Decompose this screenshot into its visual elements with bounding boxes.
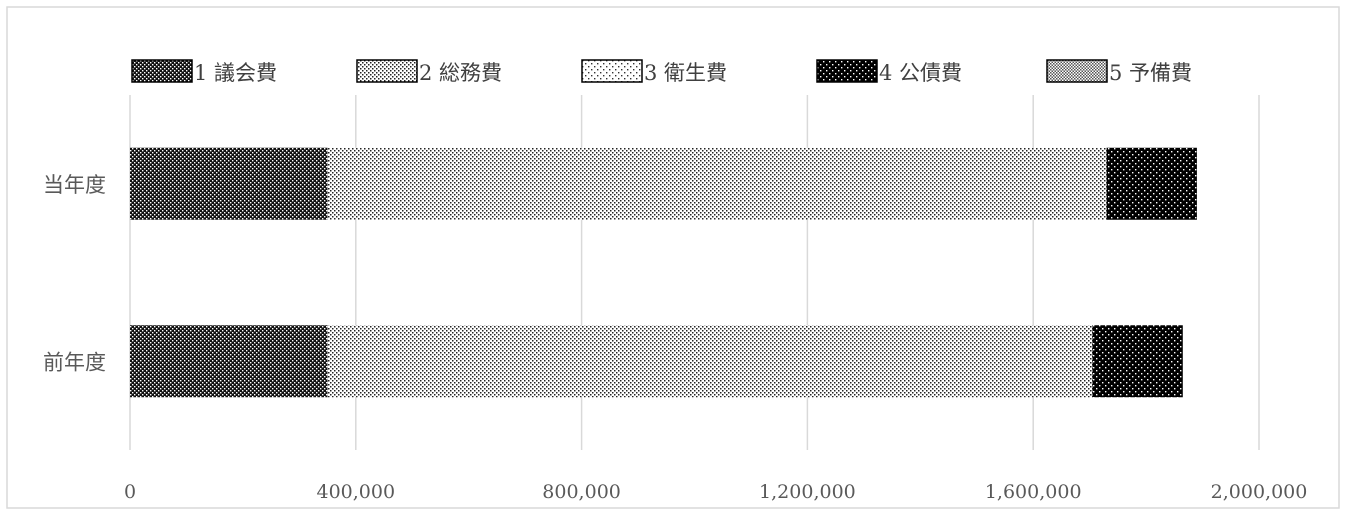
legend-swatch [1046,59,1108,83]
category-label: 前年度 [43,350,106,374]
bar-segment [327,147,1107,220]
legend: 1 議会費 2 総務費 3 衛生費 4 公債費 5 予備費 [131,59,1192,85]
x-tick-label: 2,000,000 [1211,481,1308,503]
chart-border [6,6,1340,509]
bar-segment [1092,325,1183,398]
category-label: 当年度 [43,173,106,197]
x-tick-label: 0 [124,481,136,503]
legend-label: 1 議会費 [194,61,277,85]
bar-segment [130,147,328,220]
x-tick-label: 1,600,000 [985,481,1082,503]
legend-swatch [816,59,878,83]
x-tick-label: 800,000 [542,481,621,503]
x-axis-ticks: 0 400,000 800,000 1,200,000 1,600,000 2,000,0… [124,481,1307,503]
bar-segment [1106,147,1197,220]
legend-label: 3 衛生費 [644,61,727,85]
legend-label: 2 総務費 [419,61,502,85]
bar-segment [327,325,1093,398]
legend-swatch [581,59,643,83]
legend-swatch [356,59,418,83]
bars [130,147,1197,398]
legend-swatch [131,59,193,83]
x-tick-label: 400,000 [317,481,396,503]
legend-label: 5 予備費 [1109,61,1192,85]
bar-segment [130,325,328,398]
legend-label: 4 公債費 [879,61,962,85]
x-tick-label: 1,200,000 [759,481,856,503]
